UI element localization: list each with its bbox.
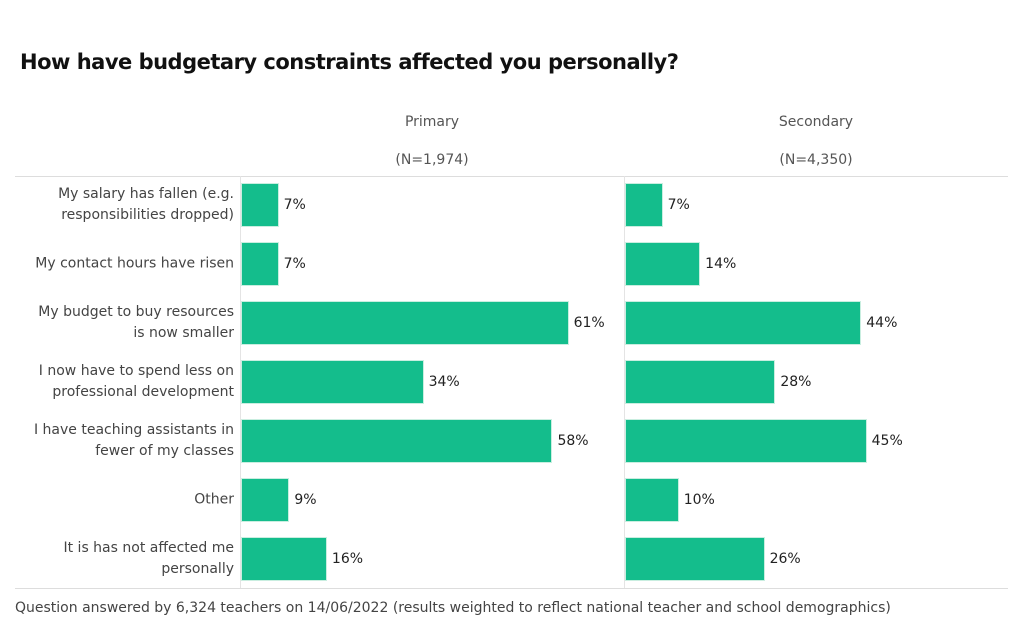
category-label: Other [10,490,234,511]
category-label: It is has not affected me personally [10,538,234,580]
bottom-divider [15,588,1008,589]
category-label-line: My contact hours have risen [35,255,234,272]
data-label-primary: 58% [557,433,589,449]
category-label-line: It is has not affected me [63,540,234,556]
data-label-primary: 7% [283,197,306,213]
category-label: My budget to buy resources is now smaller [10,302,234,344]
header-divider [15,176,1008,177]
data-label-secondary: 45% [871,433,903,449]
data-label-primary: 7% [283,256,306,272]
data-label-primary: 34% [428,374,460,390]
data-label-secondary: 7% [667,197,690,213]
data-label-secondary: 44% [866,315,898,331]
bar-primary [241,360,424,404]
bar-primary [241,537,327,581]
footnote: Question answered by 6,324 teachers on 1… [15,600,891,616]
bar-secondary [625,301,862,345]
data-label-primary: 61% [573,315,605,331]
bar-primary [241,301,569,345]
bar-primary [241,242,279,286]
category-label-line: fewer of my classes [95,443,234,459]
category-label-line: My salary has fallen (e.g. [58,186,234,202]
data-label-primary: 16% [331,551,364,567]
panel-title-secondary: Secondary [778,114,854,130]
category-label-line: professional development [52,384,234,400]
category-label-line: Other [194,491,234,508]
bar-primary [241,419,553,463]
category-label-line: I have teaching assistants in [33,422,234,438]
category-label: My contact hours have risen [10,254,234,275]
category-label: My salary has fallen (e.g. responsibiliti… [10,184,234,226]
chart-title: How have budgetary constraints affected … [20,50,679,74]
panel-title-primary: Primary [404,114,460,130]
bar-secondary [625,419,867,463]
category-label-line: I now have to spend less on [38,363,234,379]
category-label-line: is now smaller [133,325,234,341]
bar-primary [241,478,290,522]
data-label-secondary: 14% [705,256,737,272]
bar-secondary [625,183,663,227]
bar-secondary [625,242,701,286]
primary-axis-line [240,176,241,588]
bar-secondary [625,360,776,404]
data-label-primary: 9% [294,492,317,508]
bar-primary [241,183,279,227]
data-label-secondary: 10% [683,492,715,508]
category-label: I have teaching assistants in fewer of my… [10,420,234,462]
bar-secondary [625,537,765,581]
data-label-secondary: 26% [769,551,801,567]
category-label-line: personally [161,561,234,577]
category-label: I now have to spend less on professional … [10,361,234,403]
category-label-line: responsibilities dropped) [61,207,234,223]
data-label-secondary: 28% [780,374,812,390]
panel-n-primary: (N=1,974) [395,152,469,168]
bar-secondary [625,478,679,522]
panel-n-secondary: (N=4,350) [779,152,853,168]
secondary-axis-line [624,176,625,588]
category-label-line: My budget to buy resources [38,304,234,320]
